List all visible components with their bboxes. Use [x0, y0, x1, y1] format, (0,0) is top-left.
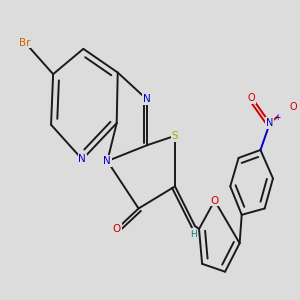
Text: H: H	[190, 230, 197, 239]
Text: N: N	[266, 118, 274, 128]
Text: N: N	[143, 94, 151, 104]
Text: Br: Br	[19, 38, 31, 47]
Text: O: O	[290, 102, 297, 112]
Text: S: S	[172, 131, 178, 141]
Text: +: +	[274, 112, 281, 122]
Text: O: O	[211, 196, 219, 206]
Text: O: O	[112, 224, 121, 234]
Text: −: −	[298, 100, 300, 109]
Text: O: O	[248, 93, 255, 103]
Text: N: N	[78, 154, 86, 164]
Text: N: N	[103, 156, 111, 166]
